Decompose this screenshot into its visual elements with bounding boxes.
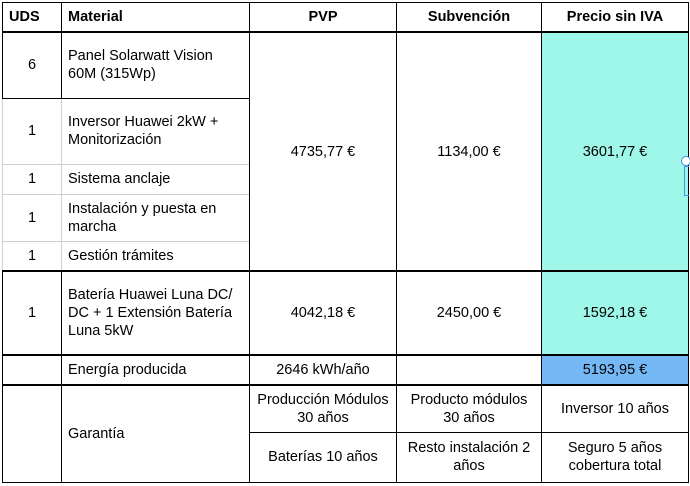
table-row: 6 Panel Solarwatt Vision 60M (315Wp) 473… [2, 31, 689, 272]
garantia-cell: Seguro 5 años cobertura total [541, 431, 689, 483]
header-precio: Precio sin IVA [541, 2, 689, 33]
material-cell: Sistema anclaje [61, 163, 250, 195]
subvencion-cell [396, 354, 542, 386]
precio-cell[interactable]: 1592,18 € [541, 270, 689, 356]
material-cell: Batería Huawei Luna DC/ DC + 1 Extensión… [61, 270, 250, 356]
subvencion-cell: 1134,00 € [396, 31, 542, 272]
uds-cell: 6 [2, 31, 62, 99]
table-row: 1 Instalación y puesta en marcha [2, 193, 689, 242]
uds-cell: 1 [2, 193, 62, 242]
header-uds: UDS [2, 2, 62, 33]
garantia-cell: Resto instalación 2 años [396, 431, 542, 483]
energia-value: 2646 kWh/año [249, 354, 397, 386]
resize-handle[interactable] [681, 156, 690, 166]
material-cell: Gestión trámites [61, 240, 250, 272]
pvp-cell: 4735,77 € [249, 31, 397, 272]
table-row: 1 Sistema anclaje [2, 163, 689, 195]
selection-bracket[interactable] [684, 166, 689, 196]
material-cell: Inversor Huawei 2kW + Monitorización [61, 97, 250, 165]
energia-label: Energía producida [61, 354, 250, 386]
material-cell: Panel Solarwatt Vision 60M (315Wp) [61, 31, 250, 99]
uds-cell: 1 [2, 163, 62, 195]
garantia-cell: Producción Módulos 30 años [249, 384, 397, 433]
header-material: Material [61, 2, 250, 33]
subvencion-cell: 2450,00 € [396, 270, 542, 356]
material-cell: Instalación y puesta en marcha [61, 193, 250, 242]
precio-cell[interactable]: 3601,77 € [541, 31, 689, 272]
uds-cell: 1 [2, 240, 62, 272]
garantia-cell: Inversor 10 años [541, 384, 689, 433]
energia-row: Energía producida 2646 kWh/año 5193,95 € [2, 354, 689, 386]
uds-cell: 1 [2, 270, 62, 356]
uds-cell [2, 354, 62, 386]
garantia-row: Baterías 10 años Resto instalación 2 año… [3, 431, 689, 483]
garantia-row: Garantía Producción Módulos 30 años Prod… [2, 384, 689, 483]
uds-cell [2, 384, 62, 483]
total-price-cell[interactable]: 5193,95 € [541, 354, 689, 386]
pvp-cell: 4042,18 € [249, 270, 397, 356]
uds-cell: 1 [2, 97, 62, 165]
garantia-cell: Baterías 10 años [249, 431, 397, 483]
header-row: UDS Material PVP Subvención Precio sin I… [2, 2, 689, 33]
table-row: 1 Batería Huawei Luna DC/ DC + 1 Extensi… [2, 270, 689, 356]
header-pvp: PVP [249, 2, 397, 33]
header-subvencion: Subvención [396, 2, 542, 33]
table-row: 1 Inversor Huawei 2kW + Monitorización [2, 97, 689, 165]
garantia-cell: Producto módulos 30 años [396, 384, 542, 433]
garantia-label: Garantía [61, 384, 250, 483]
